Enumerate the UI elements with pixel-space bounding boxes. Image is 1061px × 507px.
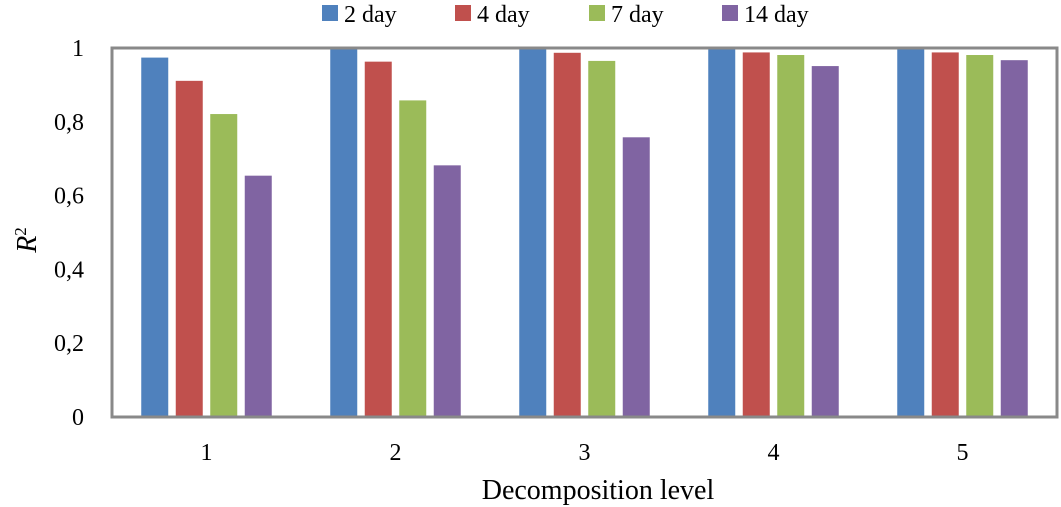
x-tick-label: 1 xyxy=(201,440,213,466)
bar-7-day-level-3 xyxy=(588,60,616,417)
x-tick-label: 2 xyxy=(390,440,402,466)
legend-swatch xyxy=(455,5,471,21)
bar-14-day-level-5 xyxy=(1000,60,1028,417)
bar-2-day-level-3 xyxy=(519,48,547,417)
bar-4-day-level-2 xyxy=(364,61,392,417)
bar-2-day-level-2 xyxy=(330,49,358,418)
x-axis-label: Decomposition level xyxy=(482,475,715,506)
bar-14-day-level-3 xyxy=(622,137,650,417)
bar-14-day-level-2 xyxy=(433,165,461,417)
legend-swatch xyxy=(589,5,605,21)
legend-label: 14 day xyxy=(744,2,809,28)
bar-7-day-level-1 xyxy=(210,114,238,418)
legend-swatch xyxy=(722,5,738,21)
bars xyxy=(141,48,1028,418)
y-tick-label: 0,8 xyxy=(54,110,84,136)
y-axis-ticks: 0 0,2 0,4 0,6 0,8 1 xyxy=(54,36,84,431)
bar-7-day-level-4 xyxy=(777,55,805,418)
x-tick-label: 4 xyxy=(768,440,780,466)
y-tick-label: 0,4 xyxy=(54,257,84,283)
x-axis-ticks: 1 2 3 4 5 xyxy=(201,440,969,466)
legend-label: 2 day xyxy=(344,2,397,28)
bar-14-day-level-1 xyxy=(244,175,272,417)
bar-14-day-level-4 xyxy=(811,66,839,418)
bar-4-day-level-3 xyxy=(553,52,581,418)
legend-label: 4 day xyxy=(477,2,530,28)
legend-label: 7 day xyxy=(611,2,664,28)
legend-swatch xyxy=(322,5,338,21)
bar-2-day-level-5 xyxy=(897,48,925,418)
y-tick-label: 0,6 xyxy=(54,184,84,210)
y-tick-label: 0,2 xyxy=(54,331,84,357)
bar-4-day-level-5 xyxy=(931,52,959,417)
bar-7-day-level-5 xyxy=(966,55,994,418)
bar-2-day-level-4 xyxy=(708,48,736,418)
bar-4-day-level-4 xyxy=(742,52,770,417)
bar-4-day-level-1 xyxy=(175,80,203,417)
bar-2-day-level-1 xyxy=(141,57,169,418)
y-tick-label: 1 xyxy=(72,36,84,62)
x-tick-label: 3 xyxy=(579,440,591,466)
plot-area-border xyxy=(110,46,1059,419)
bar-7-day-level-2 xyxy=(399,100,427,417)
legend: 2 day 4 day 7 day 14 day xyxy=(322,2,809,28)
y-axis-label: R2 xyxy=(11,227,43,254)
y-tick-label: 0 xyxy=(72,405,84,431)
x-tick-label: 5 xyxy=(957,440,969,466)
